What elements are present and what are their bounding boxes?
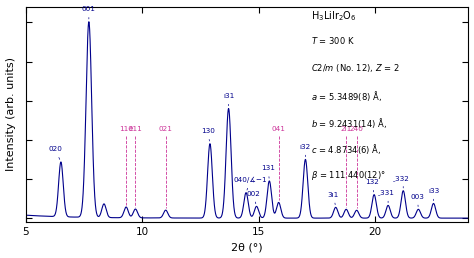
Text: $b$ = 9.2431(14) Å,: $b$ = 9.2431(14) Å, xyxy=(311,116,387,130)
Text: ı32: ı32 xyxy=(300,144,311,157)
Text: 240: 240 xyxy=(350,126,364,132)
Y-axis label: Intensity (arb. units): Intensity (arb. units) xyxy=(6,58,16,171)
Text: 131: 131 xyxy=(261,165,275,178)
Text: 002: 002 xyxy=(246,191,260,204)
Text: 2ı1: 2ı1 xyxy=(340,126,352,132)
Text: $a$ = 5.3489(8) Å,: $a$ = 5.3489(8) Å, xyxy=(311,88,382,103)
Text: ı33: ı33 xyxy=(428,188,439,201)
Text: ̱332: ̱332 xyxy=(396,175,410,188)
Text: 001: 001 xyxy=(82,6,96,19)
Text: $c$ = 4.8734(6) Å,: $c$ = 4.8734(6) Å, xyxy=(311,142,382,156)
Text: 003: 003 xyxy=(410,194,424,207)
Text: ē11: ē11 xyxy=(128,126,142,132)
Text: 041: 041 xyxy=(272,126,285,132)
Text: 110: 110 xyxy=(119,126,133,132)
Text: $C2/m$ (No. 12), $Z$ = 2: $C2/m$ (No. 12), $Z$ = 2 xyxy=(311,62,400,74)
Text: 3ı1: 3ı1 xyxy=(328,192,339,205)
Text: 021: 021 xyxy=(159,126,173,132)
Text: ̱331: ̱331 xyxy=(381,190,395,203)
Text: 040/∡−1: 040/∡−1 xyxy=(234,177,267,190)
Text: H$_3$LiIr$_2$O$_6$: H$_3$LiIr$_2$O$_6$ xyxy=(311,9,357,23)
Text: 132: 132 xyxy=(365,179,379,192)
Text: 130: 130 xyxy=(201,128,215,141)
Text: ı31: ı31 xyxy=(223,93,234,106)
Text: $\beta$ = 111.440(12)°: $\beta$ = 111.440(12)° xyxy=(311,169,386,182)
Text: 020: 020 xyxy=(48,146,62,159)
Text: $T$ = 300 K: $T$ = 300 K xyxy=(311,35,355,46)
X-axis label: 2θ (°): 2θ (°) xyxy=(231,243,263,252)
